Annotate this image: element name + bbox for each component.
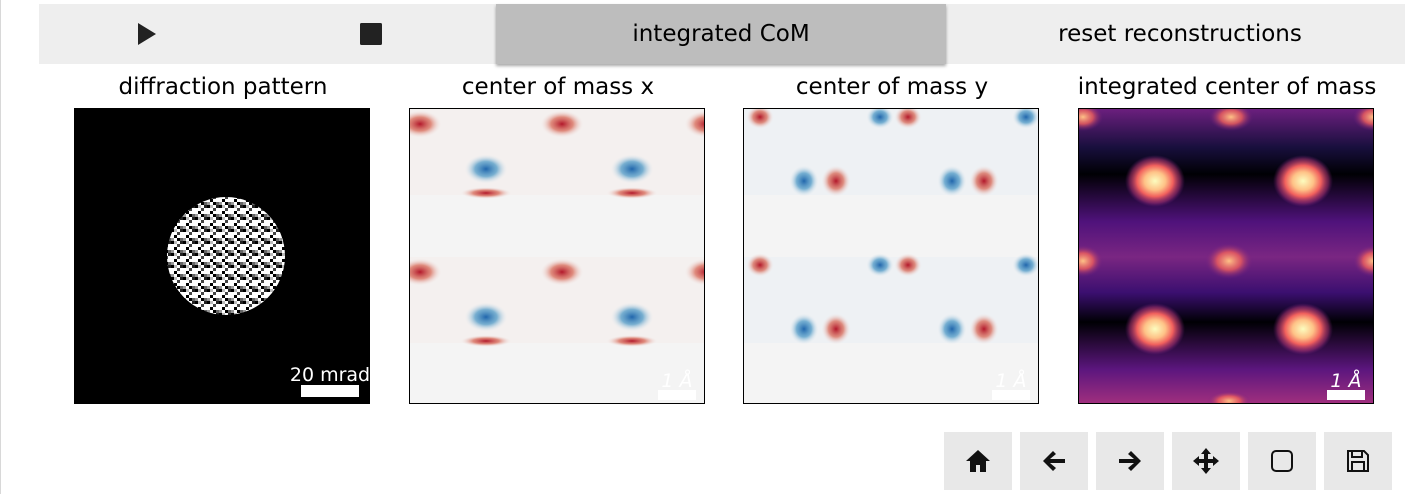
forward-icon bbox=[1119, 451, 1141, 471]
scalebar-label: 1 Å bbox=[1330, 369, 1361, 392]
scalebar-bar bbox=[658, 390, 696, 400]
diffraction-disk bbox=[167, 197, 285, 315]
play-icon bbox=[138, 23, 156, 45]
scalebar-bar bbox=[301, 385, 359, 397]
panel-title-diffraction: diffraction pattern bbox=[118, 74, 328, 100]
com-y-strip-bottom bbox=[744, 253, 1038, 345]
scalebar-label: 1 Å bbox=[995, 369, 1026, 392]
scalebar-label: 1 Å bbox=[661, 369, 692, 392]
reset-reconstructions-button[interactable]: reset reconstructions bbox=[955, 4, 1405, 64]
back-icon bbox=[1043, 451, 1065, 471]
zoom-rect-button[interactable] bbox=[1248, 432, 1316, 490]
scalebar-bar bbox=[992, 390, 1030, 400]
scalebar-bar bbox=[1327, 390, 1365, 400]
forward-button[interactable] bbox=[1096, 432, 1164, 490]
com-x-strip-bottom bbox=[410, 257, 704, 347]
control-toolbar: integrated CoM reset reconstructions bbox=[39, 4, 1405, 64]
center-of-mass-y-image[interactable]: 1 Å bbox=[743, 108, 1039, 404]
center-of-mass-x-image[interactable]: 1 Å bbox=[409, 108, 705, 404]
window-left-border bbox=[0, 0, 1, 494]
zoom-icon bbox=[1271, 450, 1293, 472]
stop-icon bbox=[360, 23, 382, 45]
home-icon bbox=[966, 450, 990, 472]
panel-title-com-y: center of mass y bbox=[795, 74, 989, 100]
integrated-center-of-mass-image[interactable]: 1 Å bbox=[1078, 108, 1374, 404]
back-button[interactable] bbox=[1020, 432, 1088, 490]
home-button[interactable] bbox=[944, 432, 1012, 490]
pan-icon bbox=[1193, 448, 1219, 474]
integrated-com-button[interactable]: integrated CoM bbox=[496, 4, 946, 64]
pan-button[interactable] bbox=[1172, 432, 1240, 490]
save-icon bbox=[1347, 450, 1369, 472]
integrated-com-label: integrated CoM bbox=[632, 21, 810, 47]
reset-reconstructions-label: reset reconstructions bbox=[1058, 21, 1302, 47]
scalebar-label: 20 mrad bbox=[290, 364, 370, 386]
play-button[interactable] bbox=[39, 4, 255, 64]
panel-title-icom: integrated center of mass bbox=[1077, 74, 1377, 100]
com-x-strip-top bbox=[410, 109, 704, 199]
diffraction-pattern-image[interactable]: 20 mrad bbox=[74, 108, 370, 404]
save-button[interactable] bbox=[1324, 432, 1392, 490]
stop-button[interactable] bbox=[263, 4, 479, 64]
panel-title-com-x: center of mass x bbox=[461, 74, 655, 100]
com-y-strip-top bbox=[744, 109, 1038, 197]
